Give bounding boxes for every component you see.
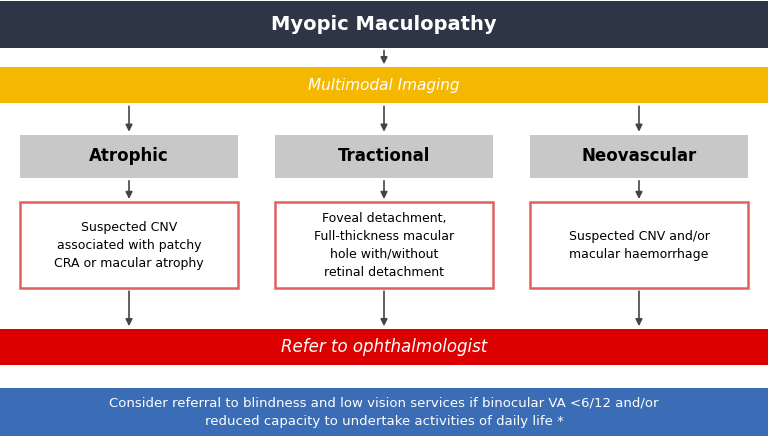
Text: Atrophic: Atrophic bbox=[89, 147, 169, 165]
Text: Tractional: Tractional bbox=[338, 147, 430, 165]
FancyBboxPatch shape bbox=[0, 329, 768, 365]
Text: Foveal detachment,
Full-thickness macular
hole with/without
retinal detachment: Foveal detachment, Full-thickness macula… bbox=[314, 212, 454, 278]
Text: Suspected CNV
associated with patchy
CRA or macular atrophy: Suspected CNV associated with patchy CRA… bbox=[55, 221, 204, 270]
FancyBboxPatch shape bbox=[275, 135, 494, 178]
FancyBboxPatch shape bbox=[20, 202, 238, 289]
Text: Myopic Maculopathy: Myopic Maculopathy bbox=[271, 15, 497, 34]
Text: Suspected CNV and/or
macular haemorrhage: Suspected CNV and/or macular haemorrhage bbox=[568, 230, 710, 261]
Text: Multimodal Imaging: Multimodal Imaging bbox=[308, 78, 460, 93]
Text: Consider referral to blindness and low vision services if binocular VA <6/12 and: Consider referral to blindness and low v… bbox=[109, 396, 659, 428]
FancyBboxPatch shape bbox=[0, 388, 768, 436]
FancyBboxPatch shape bbox=[20, 135, 238, 178]
Text: Neovascular: Neovascular bbox=[581, 147, 697, 165]
Text: Refer to ophthalmologist: Refer to ophthalmologist bbox=[281, 338, 487, 356]
FancyBboxPatch shape bbox=[530, 202, 748, 289]
FancyBboxPatch shape bbox=[275, 202, 494, 289]
FancyBboxPatch shape bbox=[0, 1, 768, 48]
FancyBboxPatch shape bbox=[530, 135, 748, 178]
FancyBboxPatch shape bbox=[0, 67, 768, 103]
